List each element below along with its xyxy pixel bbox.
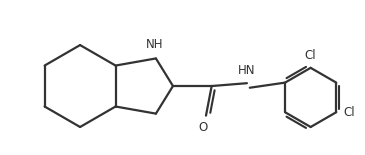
Text: HN: HN [238, 64, 256, 78]
Text: Cl: Cl [305, 49, 316, 62]
Text: Cl: Cl [343, 106, 355, 119]
Text: O: O [199, 121, 208, 134]
Text: NH: NH [146, 38, 164, 51]
